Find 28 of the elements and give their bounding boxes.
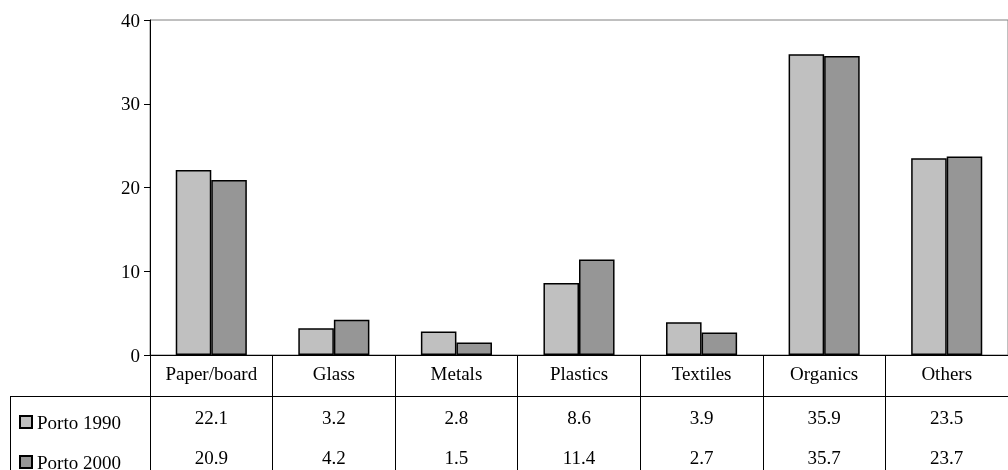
x-tick-label: Others xyxy=(921,363,973,384)
y-tick-label: 40 xyxy=(121,9,140,31)
x-tick-label: Metals xyxy=(430,363,483,384)
y-tick-label: 10 xyxy=(121,260,140,282)
x-tick-label: Paper/board xyxy=(165,363,258,384)
data-label: 2.8 xyxy=(444,406,469,428)
data-label: 22.1 xyxy=(194,406,228,428)
legend-label: Porto 2000 xyxy=(37,451,121,470)
data-label: 3.9 xyxy=(689,406,714,428)
x-tick-label: Textiles xyxy=(671,363,732,384)
data-label: 8.6 xyxy=(567,406,591,428)
data-label: 23.7 xyxy=(930,446,964,468)
data-label: 1.5 xyxy=(444,446,469,468)
data-label: 3.2 xyxy=(321,406,346,428)
data-label: 2.7 xyxy=(689,446,714,468)
legend-label: Porto 1990 xyxy=(37,411,121,433)
x-tick-label: Organics xyxy=(790,363,859,384)
y-tick-label: 30 xyxy=(121,93,140,115)
x-tick-label: Plastics xyxy=(549,363,609,384)
y-tick-label: 0 xyxy=(130,344,140,366)
y-tick-label: 20 xyxy=(121,177,140,198)
data-label: 20.9 xyxy=(194,446,228,468)
data-label: 11.4 xyxy=(562,446,596,468)
data-label: 35.9 xyxy=(807,406,841,428)
data-label: 4.2 xyxy=(321,446,346,468)
data-label: 35.7 xyxy=(807,446,841,468)
data-label: 23.5 xyxy=(930,406,964,428)
x-tick-label: Glass xyxy=(312,363,355,384)
